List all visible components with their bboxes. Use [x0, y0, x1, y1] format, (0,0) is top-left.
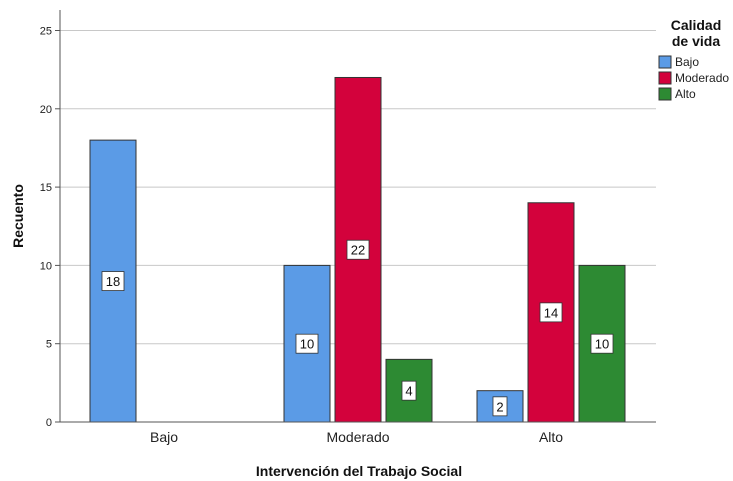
y-axis-title: Recuento [10, 184, 26, 248]
x-axis-title: Intervención del Trabajo Social [256, 463, 462, 479]
y-tick-label: 25 [40, 26, 52, 38]
y-tick-label: 10 [40, 260, 52, 272]
y-tick-label: 0 [46, 417, 52, 429]
legend-title-line-1: Calidad [671, 17, 722, 33]
legend-label-moderado: Moderado [675, 71, 729, 85]
y-tick-label: 5 [46, 339, 52, 351]
data-label: 14 [544, 305, 558, 320]
y-tick-label: 20 [40, 104, 52, 116]
x-tick-label: Bajo [150, 429, 178, 445]
x-tick-label: Alto [539, 429, 563, 445]
legend-swatch-bajo [658, 55, 672, 69]
data-label-box [401, 380, 417, 401]
data-label-box [346, 239, 370, 260]
data-labels: 18 10 22 4 2 14 10 [101, 239, 614, 417]
legend-swatch-moderado [658, 71, 672, 85]
legend-swatch-alto [658, 87, 672, 101]
data-label: 10 [300, 337, 314, 352]
y-axis-ticks: 0 5 10 15 20 25 [40, 26, 60, 429]
x-axis-ticks: Bajo Moderado Alto [150, 429, 563, 445]
bar-alto-alto [578, 264, 626, 423]
legend: Calidad de vida Bajo Moderado Alto [658, 17, 729, 101]
y-tick-label: 15 [40, 182, 52, 194]
data-label-box [539, 302, 563, 323]
legend-title-line-2: de vida [672, 33, 720, 49]
data-label-box [295, 333, 319, 354]
x-tick-label: Moderado [326, 429, 389, 445]
legend-label-bajo: Bajo [675, 55, 699, 69]
legend-label-alto: Alto [675, 87, 696, 101]
data-label: 2 [496, 399, 503, 414]
bar-moderado-alto [527, 202, 575, 423]
data-label: 18 [106, 274, 120, 289]
data-label: 4 [405, 384, 412, 399]
data-label: 10 [595, 337, 609, 352]
data-label-box [590, 333, 614, 354]
data-label-box [101, 271, 125, 291]
data-label: 22 [351, 243, 365, 258]
data-label-box [492, 396, 508, 417]
